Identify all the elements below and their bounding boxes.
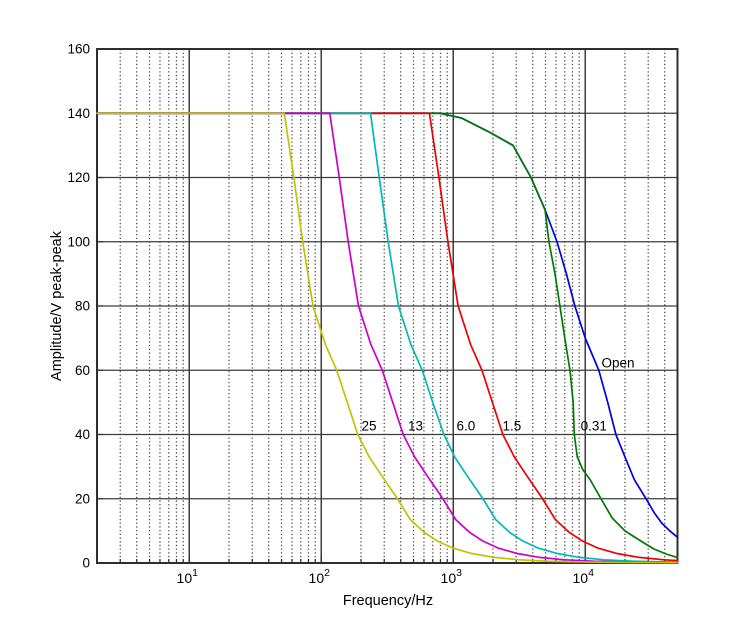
- curve-0.31: [96, 112, 679, 559]
- curve-25: [96, 112, 679, 564]
- curve-6.0: [96, 112, 679, 563]
- minor-gridlines: [119, 49, 666, 563]
- curve-label-13: 13: [408, 418, 423, 433]
- y-tick-label-80: 80: [75, 299, 90, 314]
- x-axis-label: Frequency/Hz: [342, 593, 434, 609]
- x-tick-label-10: 101: [177, 567, 199, 586]
- curve-label-6.0: 6.0: [457, 418, 476, 433]
- y-tick-label-60: 60: [75, 363, 90, 378]
- curve-1.5: [96, 112, 679, 562]
- curve-label-Open: Open: [601, 355, 634, 370]
- y-axis-label: Amplitude/V peak-peak: [49, 231, 65, 381]
- curve-label-0.31: 0.31: [581, 418, 607, 433]
- y-tick-label-120: 120: [67, 170, 90, 185]
- x-tick-labels: 101 102 103 104: [177, 567, 595, 586]
- curve-labels: 25 13 6.0 1.5 0.31 Open: [361, 355, 634, 433]
- y-tick-labels: 0 20 40 60 80 100 120 140 160: [67, 42, 90, 571]
- y-tick-label-40: 40: [75, 427, 90, 442]
- x-tick-label-10000: 104: [573, 567, 595, 586]
- y-tick-label-160: 160: [67, 42, 90, 57]
- x-tick-label-100: 102: [309, 567, 331, 586]
- major-horizontal-gridlines: [97, 112, 678, 500]
- x-tick-label-1000: 103: [441, 567, 463, 586]
- y-tick-label-100: 100: [67, 234, 90, 249]
- curve-label-1.5: 1.5: [503, 418, 522, 433]
- y-tick-label-20: 20: [75, 491, 90, 506]
- y-tick-label-0: 0: [82, 556, 90, 571]
- plot-border: [96, 48, 679, 564]
- curve-label-25: 25: [361, 418, 376, 433]
- y-tick-label-140: 140: [67, 106, 90, 121]
- curve-13: [96, 112, 679, 564]
